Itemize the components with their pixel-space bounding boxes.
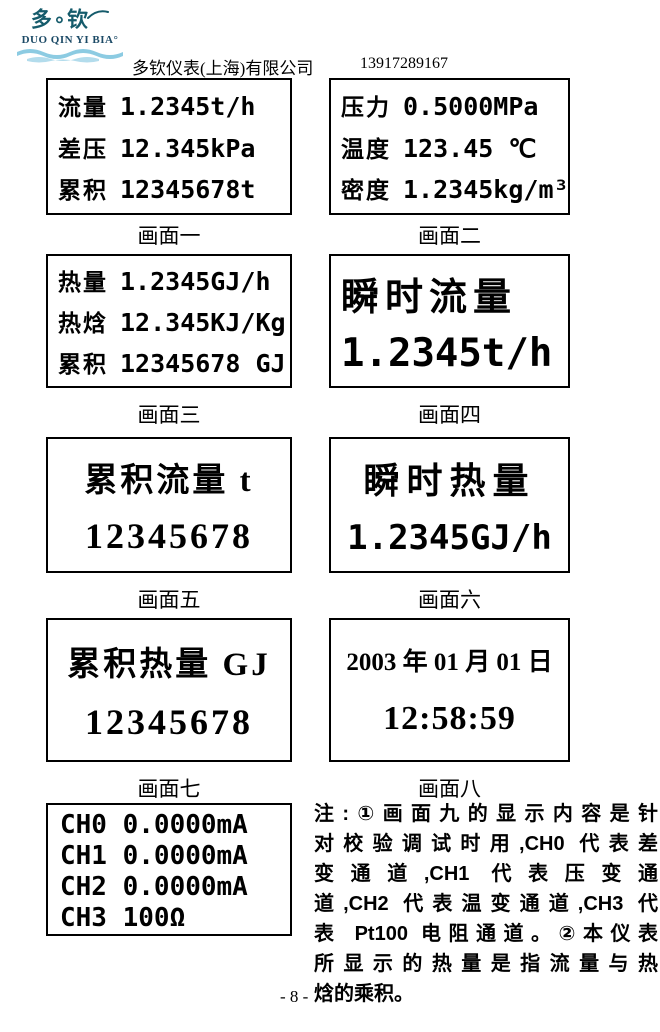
- display-row: 温度 123.45 ℃: [341, 130, 568, 164]
- screen-title: 瞬时流量: [341, 277, 518, 319]
- field-value: 12345678t: [120, 175, 256, 205]
- field-value: 12.345KJ/Kg: [120, 308, 286, 337]
- field-value: 0.5000MPa: [403, 91, 539, 121]
- note-line: 对校验调试时用,CH0 代表差: [314, 833, 658, 855]
- display-row: 差压 12.345kPa: [58, 130, 290, 164]
- screen-caption: 画面一: [137, 224, 201, 248]
- screen-title: 累积热量 GJ: [67, 646, 271, 683]
- field-label: 压力: [341, 93, 391, 120]
- note-line: 所显示的热量是指流量与热: [314, 953, 658, 975]
- brand-logo: 多∘钦 DUO QIN YI BIA°: [14, 8, 126, 63]
- display-row: 密度 1.2345kg/m³: [341, 171, 569, 205]
- screen-box-5: 累积流量 t 12345678: [46, 437, 292, 573]
- screen-caption: 画面四: [418, 403, 481, 427]
- screen-box-8: 2003 年 01 月 01 日 12:58:59: [329, 618, 570, 762]
- note-line: 表 Pt100 电阻通道。②本仪表: [314, 923, 658, 945]
- screen-caption: 画面五: [137, 588, 201, 612]
- logo-wave-icon: [17, 49, 123, 63]
- company-name: 多钦仪表(上海)有限公司: [132, 59, 314, 78]
- field-label: 差压: [58, 135, 108, 162]
- screen-box-2: 压力 0.5000MPa 温度 123.45 ℃ 密度 1.2345kg/m³: [329, 78, 570, 215]
- screen-title: 累积流量 t: [84, 463, 254, 499]
- note-line: 注:①画面九的显示内容是针: [314, 803, 658, 825]
- channel-line: CH2 0.0000mA: [60, 872, 248, 902]
- screen-date: 2003 年 01 月 01 日: [346, 649, 553, 676]
- display-row: 流量 1.2345t/h: [58, 88, 290, 122]
- display-row: 压力 0.5000MPa: [341, 88, 568, 122]
- field-label: 热焓: [58, 310, 108, 336]
- field-value: 123.45 ℃: [403, 133, 537, 163]
- field-label: 热量: [58, 269, 108, 295]
- display-row: 热量 1.2345GJ/h: [58, 263, 290, 297]
- screen-caption: 画面七: [137, 777, 201, 801]
- field-label: 累积: [58, 351, 108, 377]
- logo-english-text: DUO QIN YI BIA°: [21, 34, 119, 47]
- screen-caption: 画面二: [418, 224, 481, 248]
- note-line: 焓的乘积。: [314, 983, 414, 1005]
- display-row: 累积 12345678t: [58, 171, 290, 205]
- field-label: 密度: [341, 177, 391, 204]
- screen-box-1: 流量 1.2345t/h 差压 12.345kPa 累积 12345678t: [46, 78, 292, 215]
- screen-box-9: CH0 0.0000mA CH1 0.0000mA CH2 0.0000mA C…: [46, 803, 292, 936]
- screen-caption: 画面八: [418, 777, 481, 801]
- display-row: 热焓 12.345KJ/Kg: [58, 304, 290, 338]
- note-line: 变通道,CH1 代表压变通: [314, 863, 658, 885]
- phone-number: 13917289167: [360, 55, 448, 72]
- field-value: 1.2345kg/m³: [403, 175, 569, 205]
- screen-value: 12345678: [85, 516, 253, 556]
- note-line: 道,CH2 代表温变通道,CH3 代: [314, 893, 658, 915]
- field-value: 1.2345t/h: [120, 91, 256, 121]
- page-number: - 8 -: [280, 987, 309, 1006]
- screen-box-3: 热量 1.2345GJ/h 热焓 12.345KJ/Kg 累积 12345678…: [46, 254, 292, 388]
- note-paragraph: 注:①画面九的显示内容是针 对校验调试时用,CH0 代表差 变通道,CH1 代表…: [314, 799, 658, 1009]
- logo-chinese-text: 多∘钦: [30, 8, 90, 32]
- field-value: 12.345kPa: [120, 133, 256, 163]
- field-value: 1.2345GJ/h: [120, 267, 271, 296]
- channel-line: CH1 0.0000mA: [60, 841, 248, 871]
- screen-value: 12345678: [85, 702, 253, 743]
- screen-box-4: 瞬时流量 1.2345t/h: [329, 254, 570, 388]
- logo-swoosh-icon: [87, 10, 110, 19]
- channel-line: CH3 100Ω: [60, 903, 186, 933]
- screen-box-6: 瞬时热量 1.2345GJ/h: [329, 437, 570, 573]
- screen-title: 瞬时热量: [363, 461, 536, 502]
- screen-box-7: 累积热量 GJ 12345678: [46, 618, 292, 762]
- screen-value: 1.2345GJ/h: [347, 517, 552, 558]
- screen-time: 12:58:59: [383, 700, 516, 737]
- channel-line: CH0 0.0000mA: [60, 810, 248, 840]
- display-row: 累积 12345678 GJ: [58, 345, 290, 379]
- field-label: 累积: [58, 177, 108, 204]
- screen-caption: 画面六: [418, 588, 481, 612]
- field-label: 温度: [341, 135, 391, 162]
- field-label: 流量: [58, 93, 108, 120]
- field-value: 12345678 GJ: [120, 349, 286, 378]
- screen-caption: 画面三: [137, 403, 201, 427]
- screen-value: 1.2345t/h: [341, 331, 553, 376]
- logo-chinese-row: 多∘钦: [14, 8, 126, 33]
